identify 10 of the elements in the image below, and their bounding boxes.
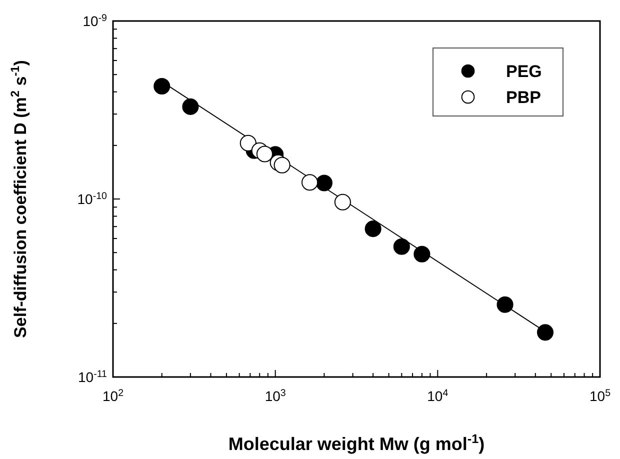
x-tick-label: 10$^{4}$ bbox=[427, 388, 449, 404]
x-axis-title: Molecular weight Mw (g mol$^{-1}$) bbox=[228, 432, 485, 454]
x-tick-label: 10$^{3}$ bbox=[264, 388, 286, 404]
x-tick-label: 10$^{2}$ bbox=[102, 388, 124, 404]
y-tick-label: 10$^{-9}$ bbox=[82, 12, 107, 29]
legend-label: PBP bbox=[506, 88, 541, 107]
legend-label: PEG bbox=[506, 62, 542, 81]
y-tick-label: 10$^{-10}$ bbox=[77, 190, 108, 207]
x-tick-label: 10$^{5}$ bbox=[589, 388, 612, 404]
y-tick-label: 10$^{-11}$ bbox=[78, 368, 107, 385]
